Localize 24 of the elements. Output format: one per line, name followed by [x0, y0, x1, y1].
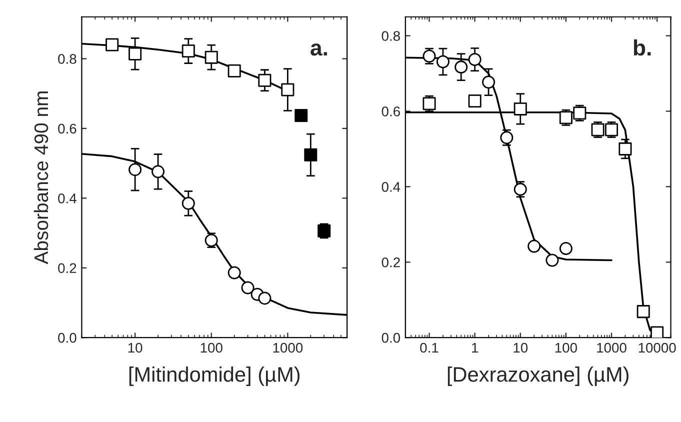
x-axis-title: [Dexrazoxane] (µM) — [448, 366, 628, 386]
x-tick-label: 10 — [128, 342, 142, 353]
x-tick-label: 1000 — [273, 342, 303, 353]
y-tick-label: 0.0 — [58, 332, 76, 343]
y-tick-label: 0.0 — [382, 332, 400, 343]
y-tick-label: 0.6 — [382, 106, 400, 116]
x-tick-label: 1 — [472, 342, 478, 353]
y-tick-label: 0.2 — [382, 257, 400, 268]
y-tick-label: 0.8 — [382, 31, 400, 41]
y-tick-label: 0.6 — [58, 124, 76, 134]
x-tick-label: 0.1 — [420, 342, 438, 353]
x-tick-label: 100 — [200, 342, 222, 353]
x-tick-label: 10000 — [638, 342, 676, 353]
y-tick-label: 0.4 — [58, 193, 76, 204]
y-tick-label: 0.2 — [58, 263, 76, 274]
annotation: b. — [634, 39, 651, 56]
x-axis-title: [Mitindomide] (µM) — [129, 366, 300, 386]
x-tick-label: 1000 — [597, 342, 626, 353]
x-tick-label: 100 — [555, 342, 577, 353]
y-tick-label: 0.8 — [58, 54, 76, 64]
y-tick-label: 0.4 — [382, 182, 400, 192]
x-tick-label: 10 — [514, 342, 528, 353]
annotation: a. — [310, 43, 327, 56]
y-axis-title: Absorbance 490 nm — [34, 92, 48, 264]
